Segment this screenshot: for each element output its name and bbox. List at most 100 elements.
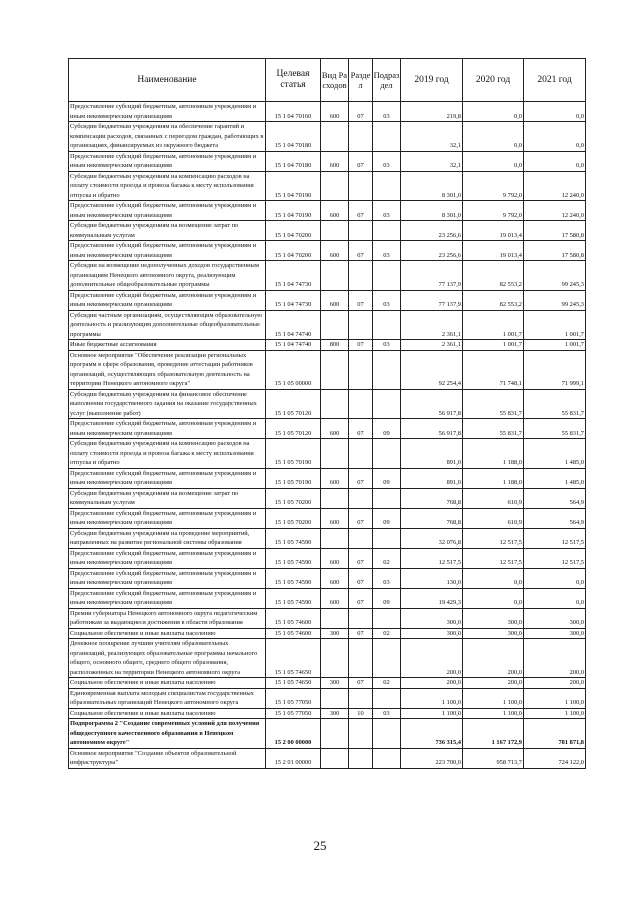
row-2021: 12 517,5 xyxy=(523,527,586,549)
row-target: 15 1 05 74590 xyxy=(265,527,321,549)
row-razdel xyxy=(348,607,373,629)
row-target: 15 2 01 00000 xyxy=(265,747,321,769)
row-podrazdel: 09 xyxy=(372,507,401,529)
row-podrazdel: 02 xyxy=(372,547,401,569)
row-2019: 200,0 xyxy=(400,677,463,689)
row-2019: 56 917,8 xyxy=(400,388,463,419)
row-name: Денежное поощрение лучшим учителям образ… xyxy=(68,638,266,678)
row-2019: 32,1 xyxy=(400,150,463,172)
row-razdel: 07 xyxy=(348,101,373,122)
table-row: Субсидии бюджетным учреждениям на компен… xyxy=(68,170,586,201)
row-2020: 12 517,5 xyxy=(462,547,524,569)
row-2019: 219,8 xyxy=(400,101,463,122)
row-vid: 600 xyxy=(320,289,349,311)
table-row: Предоставление субсидий бюджетным, автон… xyxy=(68,567,586,589)
row-name: Предоставление субсидий бюджетным, автон… xyxy=(68,240,266,261)
row-vid xyxy=(320,718,349,749)
row-vid xyxy=(320,638,349,678)
row-2021: 1 100,0 xyxy=(523,687,586,709)
row-vid: 300 xyxy=(320,677,349,689)
row-target: 15 1 05 70200 xyxy=(265,507,321,529)
header-2020: 2020 год xyxy=(462,58,524,102)
row-2019: 2 361,1 xyxy=(400,339,463,351)
row-vid xyxy=(320,388,349,419)
row-name: Субсидии бюджетным учреждениям на возмещ… xyxy=(68,487,266,509)
row-name: Социальное обеспечение и иные выплаты на… xyxy=(68,627,266,639)
row-target: 15 1 05 77050 xyxy=(265,687,321,709)
row-target: 15 2 00 00000 xyxy=(265,718,321,749)
row-vid xyxy=(320,349,349,390)
row-razdel xyxy=(348,718,373,749)
row-vid: 600 xyxy=(320,547,349,569)
row-name: Субсидии бюджетным учреждениям на компен… xyxy=(68,170,266,201)
row-podrazdel: 03 xyxy=(372,289,401,311)
row-name: Социальное обеспечение и иные выплаты на… xyxy=(68,677,266,689)
row-razdel: 07 xyxy=(348,627,373,639)
row-2021: 724 122,0 xyxy=(523,747,586,769)
row-name: Предоставление субсидий бюджетным, автон… xyxy=(68,547,266,569)
budget-table: Наименование Целевая статья Вид Расходов… xyxy=(68,58,586,769)
row-2020: 200,0 xyxy=(462,638,524,678)
table-row: Субсидии бюджетным учреждениям на провед… xyxy=(68,527,586,549)
table-row: Предоставление субсидий бюджетным, автон… xyxy=(68,547,586,569)
row-name: Основное мероприятие "Создание объектов … xyxy=(68,747,266,769)
row-razdel xyxy=(348,687,373,709)
row-target: 15 1 05 74600 xyxy=(265,627,321,639)
row-podrazdel xyxy=(372,607,401,629)
row-podrazdel xyxy=(372,121,401,152)
row-podrazdel xyxy=(372,170,401,201)
row-2019: 891,0 xyxy=(400,438,463,469)
row-podrazdel xyxy=(372,220,401,241)
row-podrazdel: 03 xyxy=(372,339,401,351)
table-body: Предоставление субсидий бюджетным, автон… xyxy=(68,101,586,769)
table-row: Предоставление субсидий бюджетным, автон… xyxy=(68,240,586,261)
header-razdel: Раздел xyxy=(348,58,373,102)
row-podrazdel: 03 xyxy=(372,200,401,221)
row-target: 15 1 05 74590 xyxy=(265,547,321,569)
row-target: 15 1 04 70180 xyxy=(265,121,321,152)
row-2020: 958 713,7 xyxy=(462,747,524,769)
row-vid: 600 xyxy=(320,418,349,439)
header-2019: 2019 год xyxy=(400,58,463,102)
row-podrazdel xyxy=(372,438,401,469)
row-2019: 130,0 xyxy=(400,567,463,589)
row-target: 15 1 05 74600 xyxy=(265,607,321,629)
row-razdel: 07 xyxy=(348,677,373,689)
row-name: Субсидии бюджетным учреждениям на провед… xyxy=(68,527,266,549)
row-name: Предоставление субсидий бюджетным, автон… xyxy=(68,289,266,311)
row-name: Предоставление субсидий бюджетным, автон… xyxy=(68,467,266,489)
row-podrazdel: 02 xyxy=(372,677,401,689)
table-row: Предоставление субсидий бюджетным, автон… xyxy=(68,467,586,489)
row-2020: 610,9 xyxy=(462,507,524,529)
row-2021: 0,0 xyxy=(523,121,586,152)
row-name: Предоставление субсидий бюджетным, автон… xyxy=(68,418,266,439)
row-2020: 1 001,7 xyxy=(462,339,524,351)
row-vid: 600 xyxy=(320,101,349,122)
row-razdel xyxy=(348,260,373,291)
row-vid: 600 xyxy=(320,150,349,172)
row-razdel xyxy=(348,438,373,469)
row-podrazdel xyxy=(372,487,401,509)
row-2019: 200,0 xyxy=(400,638,463,678)
table-row: Социальное обеспечение и иные выплаты на… xyxy=(68,627,586,639)
row-2021: 0,0 xyxy=(523,587,586,609)
header-podrazdel: Подраздел xyxy=(372,58,401,102)
row-razdel xyxy=(348,747,373,769)
row-2020: 1 188,0 xyxy=(462,438,524,469)
table-row: Социальное обеспечение и иные выплаты на… xyxy=(68,677,586,689)
row-2020: 0,0 xyxy=(462,101,524,122)
row-target: 15 1 05 70120 xyxy=(265,418,321,439)
row-razdel: 07 xyxy=(348,507,373,529)
row-2020: 9 792,0 xyxy=(462,200,524,221)
table-row: Предоставление субсидий бюджетным, автон… xyxy=(68,289,586,311)
row-vid xyxy=(320,170,349,201)
row-2021: 1 485,0 xyxy=(523,438,586,469)
row-name: Предоставление субсидий бюджетным, автон… xyxy=(68,507,266,529)
row-target: 15 1 05 74650 xyxy=(265,638,321,678)
row-name: Единовременная выплата молодым специалис… xyxy=(68,687,266,709)
row-target: 15 1 04 74730 xyxy=(265,260,321,291)
row-2021: 17 580,8 xyxy=(523,240,586,261)
row-2019: 768,8 xyxy=(400,487,463,509)
table-row: Субсидии бюджетным учреждениям на компен… xyxy=(68,438,586,469)
row-podrazdel: 03 xyxy=(372,101,401,122)
